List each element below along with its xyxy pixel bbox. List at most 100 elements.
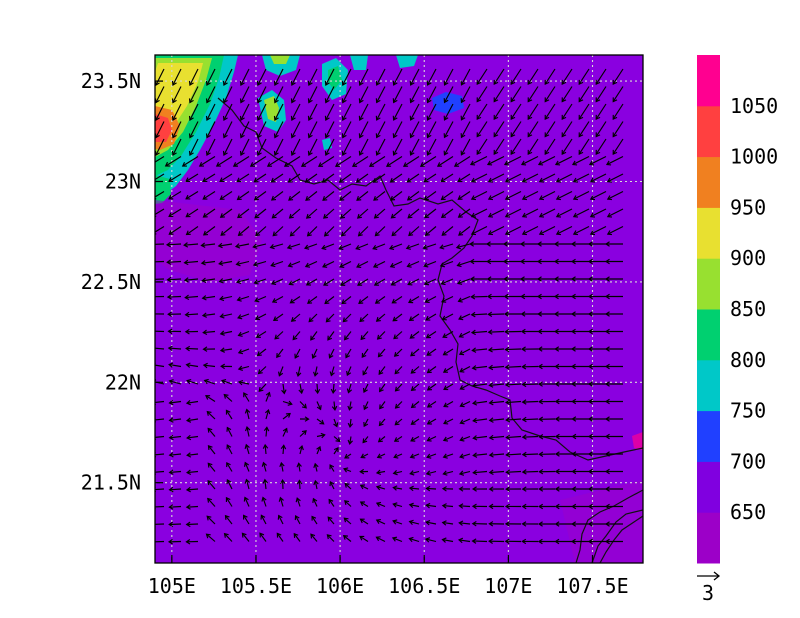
wind-arrow (378, 418, 386, 427)
wind-arrow (358, 121, 369, 139)
wind-arrow (392, 138, 403, 156)
wind-arrow (155, 156, 165, 163)
wind-arrow (589, 225, 607, 236)
wind-arrow (220, 363, 233, 370)
wind-arrow (527, 68, 539, 86)
wind-arrow (168, 434, 182, 441)
wind-arrow (554, 433, 572, 440)
wind-arrow (296, 479, 303, 490)
wind-arrow (218, 260, 233, 266)
wind-arrow (456, 260, 471, 268)
colorbar-band (697, 55, 720, 107)
wind-arrow (571, 416, 589, 422)
wind-arrow (487, 311, 505, 318)
wind-arrow (375, 501, 386, 508)
wind-arrow (458, 313, 471, 321)
wind-arrow (606, 173, 624, 183)
wind-arrow (171, 121, 182, 139)
wind-arrow (458, 486, 471, 492)
wind-arrow (392, 86, 403, 104)
wind-arrow (606, 190, 624, 201)
wind-arrow (555, 225, 573, 236)
wind-arrow (394, 366, 403, 375)
wind-arrow (372, 243, 386, 251)
map-frame (154, 54, 644, 564)
wind-arrow (553, 258, 572, 265)
wind-arrow (389, 260, 403, 268)
wind-arrow (520, 346, 539, 352)
wind-arrow (555, 190, 573, 201)
wind-arrow (205, 103, 216, 122)
wind-arrow (223, 393, 233, 402)
wind-arrow (504, 329, 522, 335)
colorbar-label: 750 (730, 399, 766, 423)
colorbar-band (697, 105, 720, 158)
wind-arrow (488, 521, 505, 527)
wind-arrow (265, 391, 271, 402)
wind-arrow (486, 293, 505, 300)
x-tick-label: 105E (148, 574, 196, 598)
wind-arrow (587, 521, 606, 527)
colorbar-band (697, 512, 720, 564)
wind-arrow (493, 121, 505, 138)
vector-legend: 3 (697, 571, 721, 605)
wind-arrow (325, 313, 335, 323)
wind-arrow (476, 138, 488, 156)
wind-arrow (368, 156, 386, 167)
coast-line (599, 515, 643, 563)
wind-arrow (458, 520, 471, 526)
wind-arrow (521, 503, 539, 510)
wind-arrow (155, 173, 165, 182)
wind-arrow (239, 138, 250, 157)
x-tick-label: 106E (316, 574, 364, 598)
wind-arrow (553, 311, 572, 317)
wind-arrow (241, 532, 250, 542)
wind-arrow (290, 138, 301, 157)
wind-arrow (587, 503, 606, 510)
wind-arrow (279, 461, 285, 472)
wind-arrow (553, 293, 572, 300)
wind-arrow (425, 520, 437, 526)
wind-arrow (335, 156, 352, 167)
wind-arrow (184, 311, 199, 318)
wind-arrow (527, 138, 539, 156)
wind-arrow (406, 191, 420, 201)
wind-arrow (299, 401, 307, 409)
wind-arrow (486, 276, 504, 282)
wind-arrow (237, 348, 250, 355)
wind-arrow (206, 410, 216, 420)
wind-arrow (318, 156, 335, 167)
wind-arrow (587, 293, 606, 300)
wind-arrow (604, 258, 623, 265)
wind-arrow (339, 260, 352, 268)
wind-arrow (505, 469, 522, 475)
wind-arrow (443, 103, 454, 121)
wind-arrow (256, 138, 267, 157)
wind-arrow (186, 378, 199, 385)
wind-arrow (346, 366, 352, 377)
wind-arrow (553, 328, 572, 335)
wind-arrow (219, 173, 233, 183)
wind-arrow (488, 434, 505, 441)
wind-arrow (426, 121, 437, 139)
wind-arrow (243, 514, 250, 525)
wind-arrow (290, 103, 301, 122)
wind-arrow (409, 453, 420, 459)
wind-arrow (298, 445, 304, 455)
wind-arrow (288, 191, 301, 201)
wind-arrow (183, 277, 199, 283)
wind-arrow (423, 173, 437, 183)
wind-arrow (155, 226, 165, 235)
wind-arrow (295, 366, 302, 378)
wind-arrow (329, 480, 335, 490)
wind-arrow (510, 68, 522, 86)
wind-arrow (527, 86, 539, 103)
wind-arrow (505, 486, 522, 492)
wind-arrow (510, 103, 522, 121)
wind-arrow (378, 366, 386, 376)
wind-arrow (168, 379, 182, 385)
wind-arrow (503, 293, 521, 300)
wind-arrow (375, 519, 386, 525)
wind-arrow (304, 260, 318, 268)
wind-arrow (270, 191, 284, 201)
